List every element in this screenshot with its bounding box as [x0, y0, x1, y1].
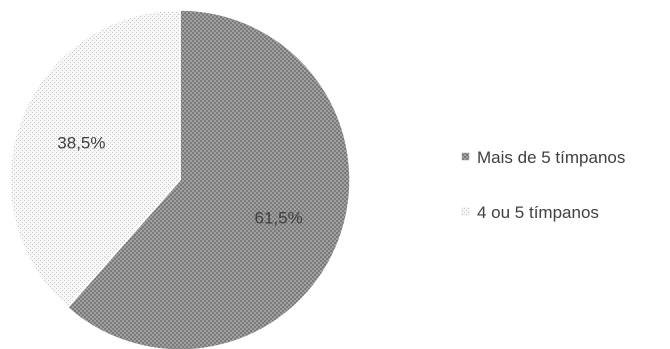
- slice-data-label-1: 61,5%: [254, 208, 302, 227]
- pie-slices: [9, 9, 351, 349]
- pie-slice-2: [9, 9, 181, 309]
- legend-swatch-1: [461, 152, 470, 161]
- legend-swatch-2: [461, 207, 470, 216]
- legend: Mais de 5 tímpanos 4 ou 5 tímpanos: [461, 148, 625, 222]
- slice-data-label-2: 38,5%: [57, 134, 105, 153]
- legend-label-1: Mais de 5 tímpanos: [477, 148, 625, 167]
- legend-label-2: 4 ou 5 tímpanos: [477, 203, 599, 222]
- pie-slice-1: [66, 9, 351, 349]
- pie-slice-labels: 61,5% 38,5%: [57, 134, 302, 228]
